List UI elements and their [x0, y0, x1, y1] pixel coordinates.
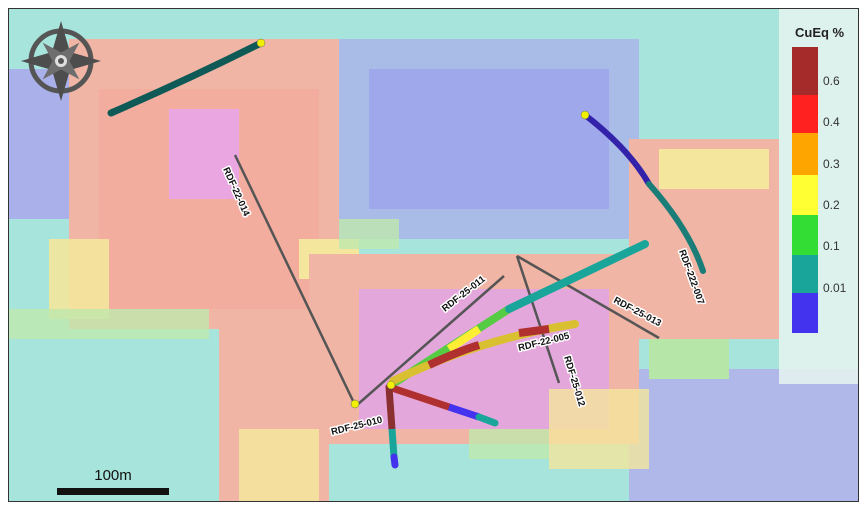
legend-tick: 0.1 [823, 239, 840, 253]
legend-title: CuEq % [795, 25, 845, 40]
scale-bar-label: 100m [94, 467, 132, 484]
grade-heatmap [9, 9, 859, 502]
legend-swatch [792, 293, 818, 333]
map-view[interactable]: RDF-22-014 RDF-25-011 RDF-22-005 RDF-25-… [8, 8, 859, 502]
legend-swatch [792, 95, 818, 133]
legend-tick: 0.3 [823, 157, 840, 171]
legend-tick: 0.2 [823, 198, 840, 212]
legend-tick: 0.01 [823, 281, 847, 295]
legend-swatch [792, 47, 818, 95]
legend-swatch [792, 255, 818, 293]
legend-swatch [792, 215, 818, 255]
legend-tick: 0.4 [823, 115, 840, 129]
legend-swatch [792, 133, 818, 175]
legend-tick: 0.6 [823, 74, 840, 88]
legend-swatch [792, 175, 818, 215]
